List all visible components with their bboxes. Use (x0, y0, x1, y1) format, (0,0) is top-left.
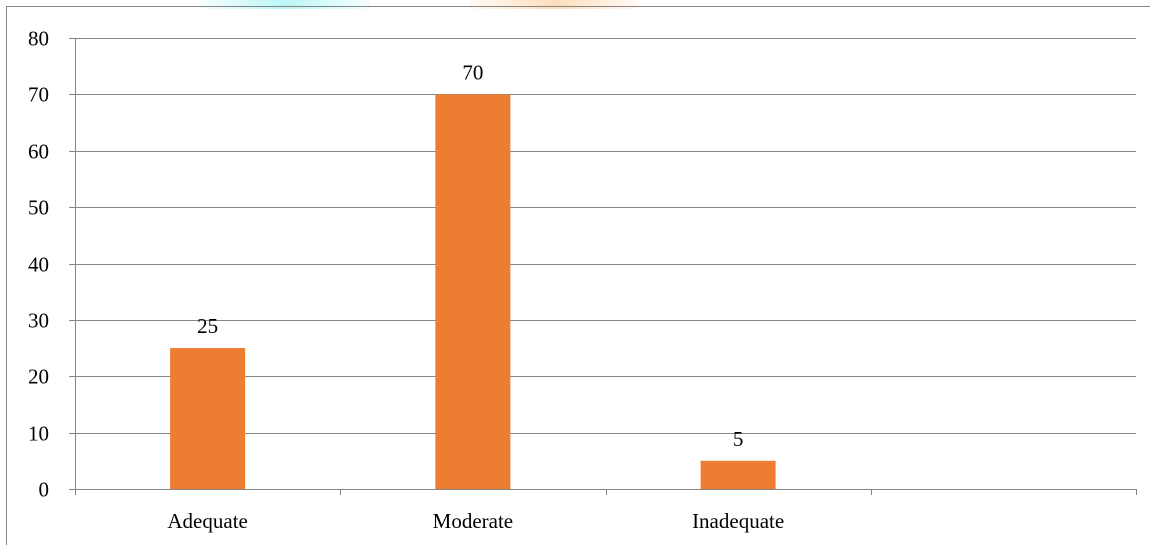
x-category-label: Moderate (433, 509, 513, 533)
x-category-label: Adequate (167, 509, 247, 533)
data-label: 70 (462, 60, 483, 84)
labels: 0 10 20 30 40 50 60 70 80 25 Adequate 70 Moderate 5 In… (28, 27, 784, 534)
y-tick-label: 20 (28, 365, 49, 389)
y-tick-label: 40 (28, 253, 49, 277)
axes (69, 38, 1137, 495)
y-tick-label: 30 (28, 309, 49, 333)
y-tick-label: 70 (28, 83, 49, 107)
gridlines (75, 38, 1136, 434)
bar-inadequate (700, 460, 776, 489)
y-tick-label: 10 (28, 422, 49, 446)
data-label: 5 (733, 427, 744, 451)
y-tick-label: 0 (39, 478, 50, 502)
y-tick-label: 50 (28, 196, 49, 220)
top-cyan-banner-fragment (200, 0, 370, 9)
bar-moderate (435, 94, 511, 489)
data-label: 25 (197, 314, 218, 338)
x-category-label: Inadequate (692, 509, 784, 533)
y-tick-label: 60 (28, 140, 49, 164)
bar-adequate (170, 348, 246, 489)
top-orange-banner-fragment (470, 0, 640, 9)
bars (170, 94, 776, 489)
chart-border (6, 6, 1150, 545)
y-tick-label: 80 (28, 27, 49, 51)
